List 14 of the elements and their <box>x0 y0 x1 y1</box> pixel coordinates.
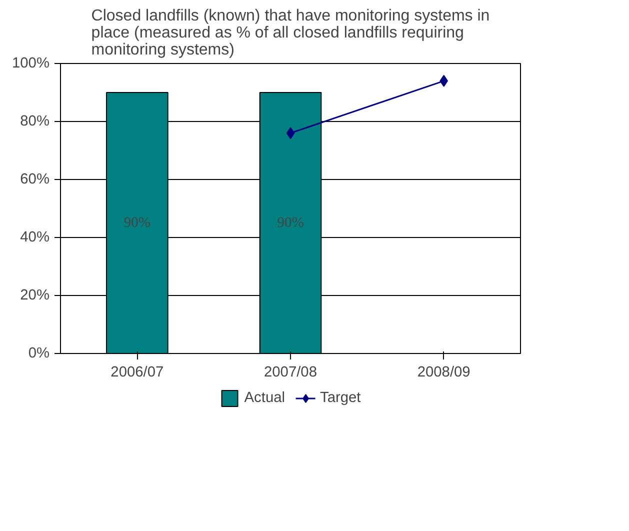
y-tick-label: 20% <box>20 288 50 304</box>
y-tick-label: 80% <box>20 114 50 130</box>
chart-title: Closed landfills (known) that have monitoring systems in place (measured as % of all closed landfills requiring monitoring systems) <box>91 8 490 58</box>
y-tick-label: 60% <box>20 172 50 188</box>
y-tick-label: 40% <box>20 230 50 246</box>
legend-label: Target <box>320 390 361 406</box>
data-label: 90% <box>277 215 304 231</box>
x-tick-label: 2007/08 <box>264 364 317 380</box>
y-tick-label: 0% <box>28 346 50 362</box>
legend-label: Actual <box>244 390 285 406</box>
x-tick-label: 2006/07 <box>110 364 164 380</box>
y-tick-label: 100% <box>12 56 50 72</box>
data-label: 90% <box>124 215 151 231</box>
x-tick-label: 2008/09 <box>417 364 470 380</box>
